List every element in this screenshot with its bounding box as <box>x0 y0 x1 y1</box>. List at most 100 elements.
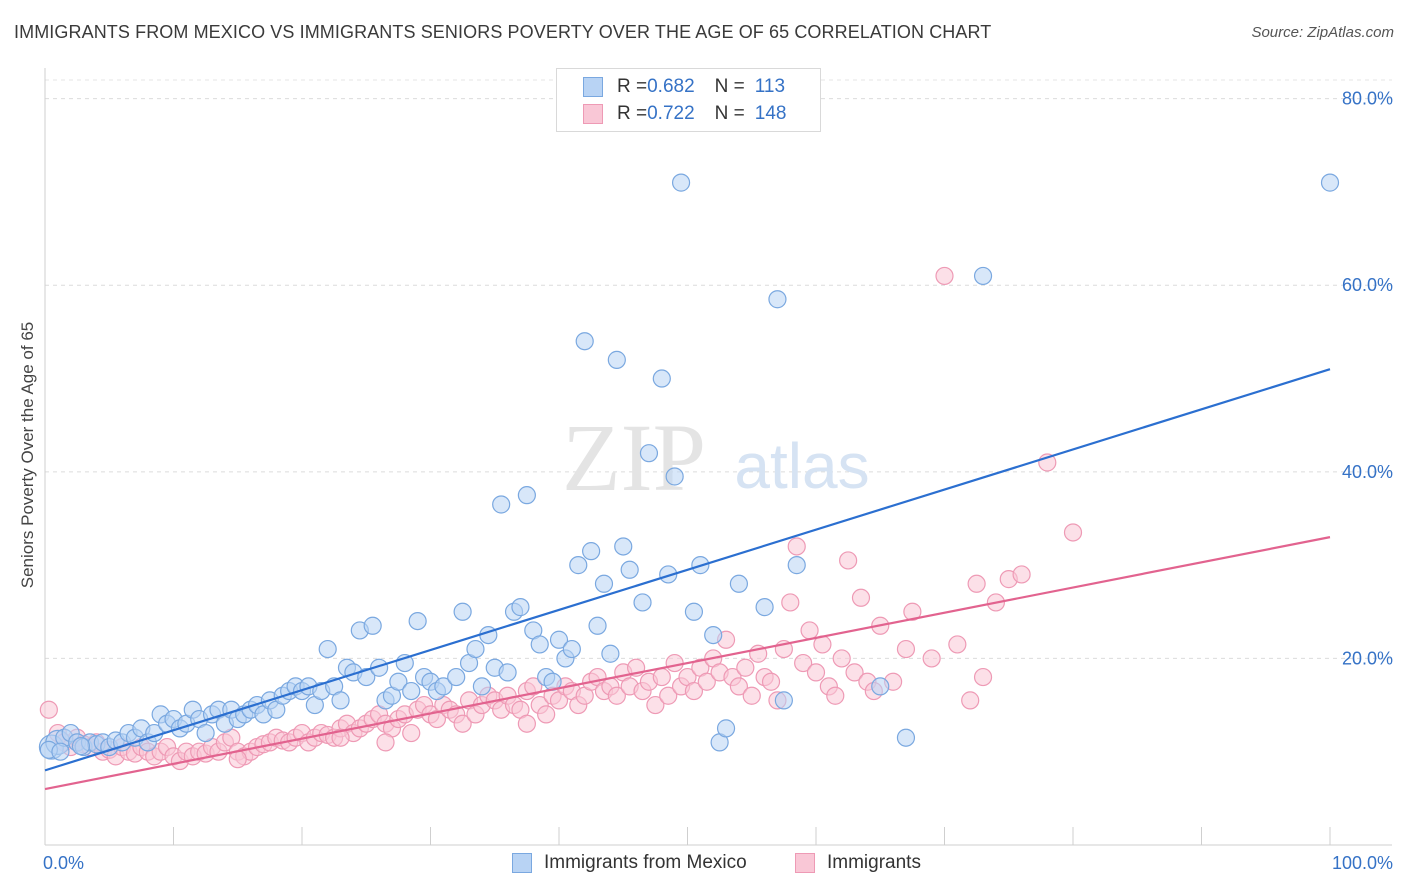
y-tick-label: 60.0% <box>1342 275 1393 295</box>
point-mexico <box>549 630 569 649</box>
point-mexico <box>633 593 652 612</box>
point-immigrants <box>948 635 967 654</box>
point-immigrants <box>967 574 986 593</box>
point-immigrants <box>800 621 819 640</box>
series-immigrants-from-mexico <box>38 173 1340 761</box>
legend-row-immigrants: R = 0.722 N = 148 <box>557 100 786 128</box>
point-mexico <box>729 574 749 593</box>
point-mexico <box>511 598 530 617</box>
point-mexico <box>973 266 993 286</box>
point-mexico <box>582 542 601 561</box>
point-immigrants <box>517 714 536 733</box>
point-mexico <box>196 723 215 743</box>
point-mexico <box>408 611 427 631</box>
point-immigrants <box>787 537 806 556</box>
point-mexico <box>402 681 421 701</box>
point-mexico <box>607 350 626 369</box>
point-mexico <box>665 467 684 486</box>
point-immigrants <box>1063 523 1083 542</box>
point-immigrants <box>903 602 922 621</box>
point-mexico <box>562 639 581 659</box>
point-mexico <box>453 602 472 621</box>
point-immigrants <box>839 551 858 570</box>
point-mexico <box>357 667 376 687</box>
legend-r-label: R = <box>617 103 648 124</box>
legend-n-value: 148 <box>754 103 787 124</box>
source-label: Source: ZipAtlas.com <box>1251 24 1394 41</box>
x-tick-label: 100.0% <box>1332 853 1393 873</box>
point-mexico <box>614 537 633 556</box>
point-mexico <box>472 677 491 696</box>
point-mexico <box>51 742 70 761</box>
y-axis-label: Seniors Poverty Over the Age of 65 <box>18 321 37 589</box>
point-immigrants <box>761 672 781 691</box>
point-immigrants <box>646 695 665 715</box>
x-tick-label: 0.0% <box>43 853 84 873</box>
point-mexico <box>363 616 382 635</box>
point-immigrants <box>961 691 980 710</box>
point-immigrants <box>684 681 704 701</box>
point-immigrants <box>896 639 916 659</box>
point-mexico <box>466 639 485 659</box>
legend-n-label: N = <box>714 76 745 97</box>
point-mexico <box>755 598 774 617</box>
legend-item-immigrants[interactable]: Immigrants <box>795 852 921 874</box>
legend-item-mexico[interactable]: Immigrants from Mexico <box>512 852 747 874</box>
point-mexico <box>768 290 787 309</box>
point-immigrants <box>331 728 350 747</box>
point-immigrants <box>524 677 543 696</box>
point-mexico <box>896 728 916 747</box>
point-immigrants <box>826 686 845 705</box>
point-mexico <box>684 602 704 621</box>
point-immigrants <box>453 714 472 733</box>
point-mexico <box>498 663 517 682</box>
point-mexico <box>331 691 350 710</box>
trend-lines <box>44 368 1331 791</box>
point-immigrants <box>607 686 626 705</box>
point-immigrants <box>794 653 813 673</box>
legend-r-value: 0.682 <box>647 76 695 97</box>
series-legend: Immigrants from Mexico Immigrants <box>0 852 1406 878</box>
point-mexico <box>530 635 549 654</box>
point-mexico <box>569 556 588 575</box>
point-mexico <box>601 644 620 663</box>
point-immigrants <box>736 658 755 677</box>
legend-swatch-pink <box>583 104 603 124</box>
watermark-atlas: atlas <box>734 430 869 502</box>
point-immigrants <box>973 667 993 687</box>
grid-lines <box>45 79 1392 659</box>
point-mexico <box>716 719 736 738</box>
point-immigrants <box>665 653 684 673</box>
point-mexico <box>575 332 594 351</box>
y-tick-label: 20.0% <box>1342 648 1393 668</box>
point-immigrants <box>781 593 800 612</box>
point-mexico <box>434 677 453 696</box>
y-tick-label: 80.0% <box>1342 89 1393 109</box>
tick-labels: 20.0% 40.0% 60.0% 80.0% 0.0% 100.0% <box>43 89 1393 873</box>
legend-n-label: N = <box>714 103 745 124</box>
point-immigrants <box>832 649 851 668</box>
point-immigrants <box>851 588 871 607</box>
point-mexico <box>671 173 691 192</box>
correlation-legend: R = 0.682 N = 113 R = 0.722 N = 148 <box>556 68 821 132</box>
watermark: ZIP atlas <box>562 404 870 511</box>
legend-row-mexico: R = 0.682 N = 113 <box>557 73 785 101</box>
point-immigrants <box>652 667 671 687</box>
point-mexico <box>639 444 659 463</box>
point-mexico <box>389 672 408 691</box>
point-mexico <box>704 625 723 645</box>
point-mexico <box>71 737 91 756</box>
point-mexico <box>659 565 678 584</box>
point-immigrants <box>697 672 716 691</box>
point-mexico <box>594 574 614 593</box>
point-immigrants <box>537 705 556 724</box>
point-mexico <box>871 677 890 696</box>
point-immigrants <box>922 649 941 668</box>
point-mexico <box>318 639 337 659</box>
point-mexico <box>447 667 466 687</box>
point-mexico <box>774 691 793 710</box>
point-mexico <box>492 495 511 514</box>
y-tick-label: 40.0% <box>1342 462 1393 482</box>
legend-swatch-blue <box>512 853 532 873</box>
